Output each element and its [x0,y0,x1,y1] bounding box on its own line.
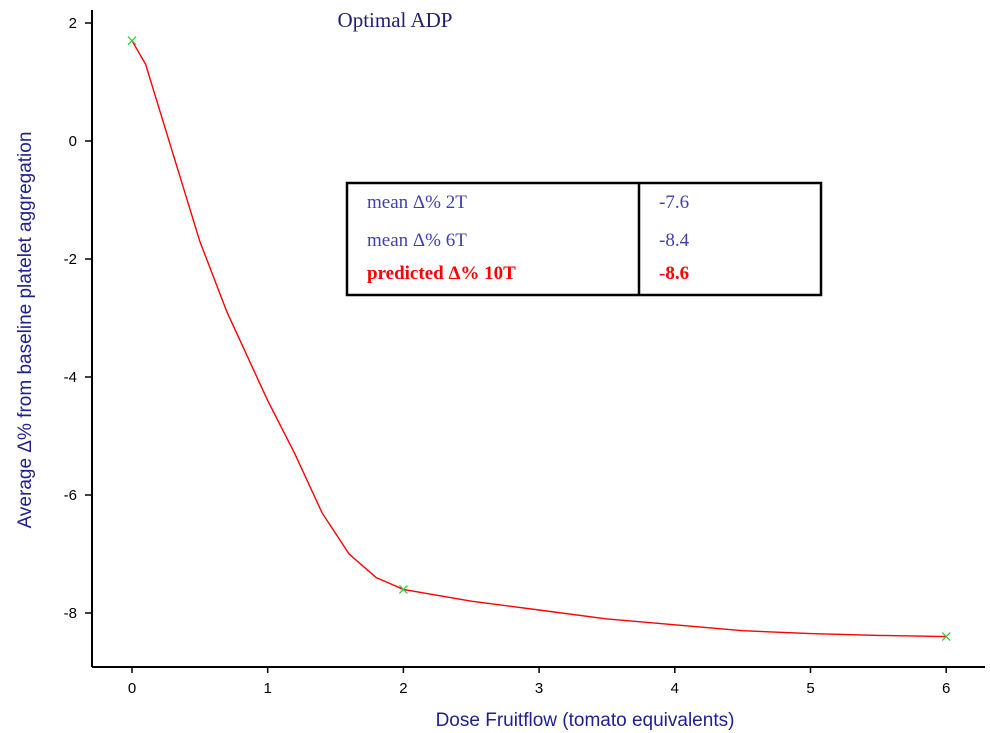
summary-table-border [345,181,823,297]
y-tick-label: -6 [64,487,77,504]
data-point [941,632,951,642]
x-tick-label: 0 [128,680,136,697]
table-row-value: -8.4 [659,230,690,251]
x-tick-label: 5 [806,680,814,697]
x-tick-label: 3 [535,680,543,697]
x-tick-label: 4 [671,680,679,697]
chart-title: Optimal ADP [338,8,453,32]
x-tick-label: 2 [399,680,407,697]
table-row-value: -7.6 [659,192,689,213]
table-row-value-highlight: -8.6 [659,263,689,284]
y-tick-label: -2 [64,251,77,268]
x-tick-label: 1 [264,680,272,697]
x-axis-title: Dose Fruitflow (tomato equivalents) [436,710,735,731]
y-ticks: 2 0 -2 -4 -6 -8 [64,15,92,622]
summary-table: mean Δ% 2T -7.6 mean Δ% 6T -8.4 predicte… [345,181,823,297]
y-tick-label: -8 [64,605,77,622]
table-row-label: mean Δ% 6T [367,230,467,251]
data-markers [127,36,951,642]
data-point [398,584,408,594]
y-tick-label: 0 [69,133,77,150]
fit-curve [131,40,947,638]
x-ticks: 0 1 2 3 4 5 6 [128,667,950,697]
y-tick-label: 2 [69,15,77,32]
table-row-label-highlight: predicted Δ% 10T [367,263,516,284]
y-axis-title: Average Δ% from baseline platelet aggreg… [15,132,36,529]
x-tick-label: 6 [942,680,950,697]
table-row-label: mean Δ% 2T [367,192,467,213]
data-point [127,36,137,46]
y-tick-label: -4 [64,369,77,386]
